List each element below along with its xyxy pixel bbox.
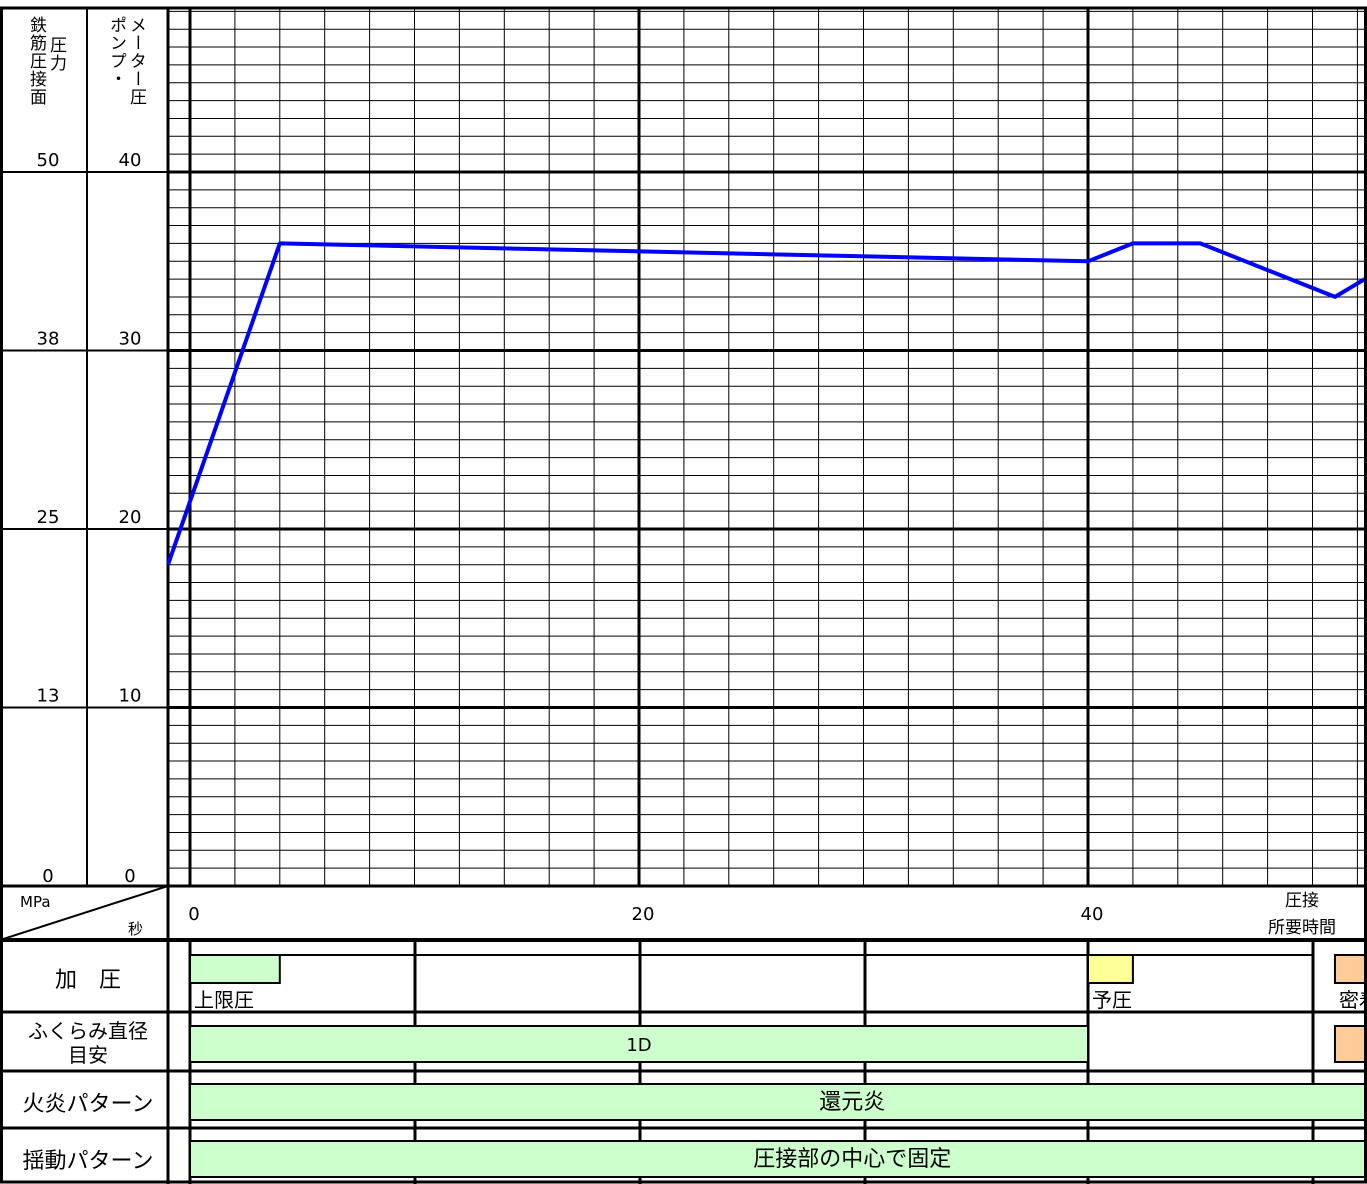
x-tick-label: 40: [1081, 904, 1104, 925]
y-tick-label: 0: [124, 866, 135, 887]
secondary-y-tick-label: 13: [37, 686, 60, 707]
row-label-flame: 火炎パターン: [23, 1092, 154, 1117]
pressure-series-line: [166, 241, 1367, 566]
left-axis-title-line1: 鉄筋圧接面: [26, 16, 47, 106]
chart-grid: [0, 8, 1364, 888]
phase-bar-flame: [189, 1083, 1367, 1121]
phase-label-flame: 還元炎: [819, 1090, 885, 1115]
phase-bar-kaatsu: [189, 954, 281, 984]
row-label-kaatsu: 加 圧: [55, 968, 121, 993]
kaatsu-caption: 密着圧: [1339, 988, 1367, 1012]
right-axis-title: ポンプ・ メーター圧: [106, 16, 147, 106]
unit-diagonal: [0, 885, 169, 941]
phase-bar-fukurami: [189, 1025, 1089, 1063]
time-label-line1: 圧接: [1285, 891, 1319, 911]
secondary-y-tick-label: 38: [37, 329, 60, 350]
kaatsu-caption: 予圧: [1092, 988, 1132, 1012]
kaatsu-caption: 上限圧: [194, 988, 254, 1012]
x-tick-labels: 020406080: [188, 904, 1104, 925]
time-label-line2: 所要時間: [1268, 918, 1336, 938]
phase-bar-swing: [189, 1140, 1367, 1178]
phase-bar-fukurami: [1333, 1025, 1367, 1063]
row-label-swing: 揺動パターン: [23, 1149, 154, 1174]
y-tick-label: 30: [119, 329, 142, 350]
x-tick-label: 0: [188, 904, 199, 925]
unit-mpa: MPa: [20, 893, 51, 911]
x-tick-label: 20: [632, 904, 655, 925]
phase-table: 上限圧予圧密着圧仕上げ圧1D1.2D1.5−1.6D還元炎中性炎圧接部の中心で固…: [0, 940, 1367, 1184]
unit-seconds: 秒: [128, 920, 143, 938]
y-tick-label: 40: [119, 150, 142, 171]
pump-axis-title-line2: メーター圧: [126, 16, 147, 106]
row-label-fukurami-line1: ふくらみ直径: [28, 1019, 148, 1043]
phase-bar-kaatsu: [1087, 954, 1134, 984]
phase-label-fukurami: 1D: [626, 1035, 651, 1056]
left-axis-title: 鉄筋圧接面 圧力: [26, 16, 67, 106]
left-y-tick-labels: 0 13 25 38 50: [37, 150, 60, 887]
secondary-y-tick-label: 50: [37, 150, 60, 171]
y-tick-label: 20: [119, 507, 142, 528]
phase-bar-kaatsu: [1333, 954, 1367, 984]
pump-axis-title-line1: ポンプ・: [106, 16, 126, 88]
left-axis-title-line2: 圧力: [46, 36, 67, 72]
secondary-y-tick-label: 25: [37, 507, 60, 528]
right-y-tick-labels: 0 10 20 30 40: [119, 150, 142, 887]
y-tick-label: 10: [119, 686, 142, 707]
secondary-y-tick-label: 0: [42, 866, 53, 887]
phase-label-swing: 圧接部の中心で固定: [753, 1147, 951, 1172]
row-label-fukurami-line2: 目安: [68, 1043, 108, 1067]
